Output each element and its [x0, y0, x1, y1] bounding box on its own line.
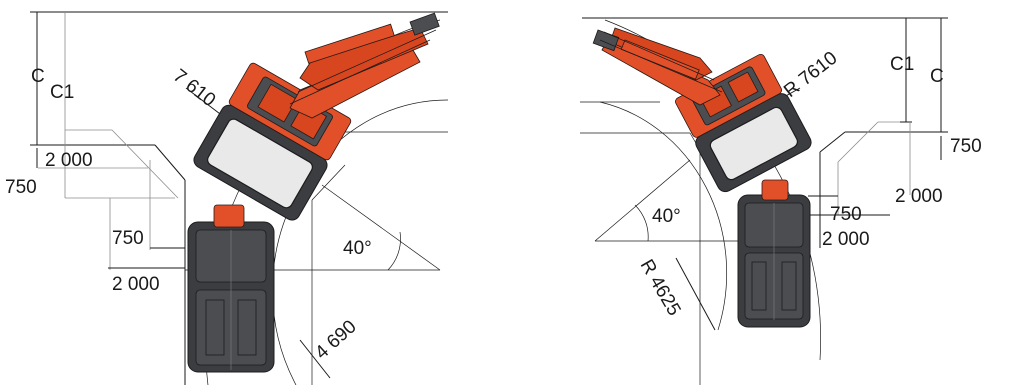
left-label-2000-bottom: 2 000	[112, 274, 160, 295]
left-label-750-mid: 750	[112, 228, 144, 249]
right-label-angle: 40°	[652, 206, 681, 227]
right-angle-arc	[634, 204, 649, 242]
right-label-750-mid: 750	[830, 204, 862, 225]
right-boom	[592, 27, 723, 106]
left-label-c1: C1	[50, 82, 74, 103]
left-boom	[289, 12, 440, 119]
left-front-unit	[193, 62, 352, 221]
right-label-750-right: 750	[950, 136, 982, 157]
left-label-750-left: 750	[5, 177, 37, 198]
right-dim-c	[934, 17, 948, 133]
right-inner-radius-arc	[599, 101, 727, 331]
left-label-angle: 40°	[343, 238, 372, 259]
left-carrier	[187, 204, 275, 373]
left-dim-c	[30, 11, 44, 146]
left-label-outer-radius: 7 610	[169, 65, 219, 111]
left-label-c: C	[31, 66, 45, 87]
left-figure: C C1 2 000 750 750 2 000 7 610 40° 4 690	[5, 11, 449, 385]
right-tunnel-outline	[580, 17, 946, 385]
right-label-outer-radius: R 7610	[780, 48, 841, 102]
right-label-c: C	[930, 66, 944, 87]
left-angle-arc	[387, 231, 401, 271]
right-label-2000-lower: 2 000	[822, 229, 870, 250]
right-label-c1: C1	[890, 54, 914, 75]
right-label-2000-right: 2 000	[895, 186, 943, 207]
left-label-inner-radius: 4 690	[311, 316, 360, 363]
right-carrier	[737, 179, 811, 328]
right-figure: C1 C R 7610 750 2 000 750 2 000 40° R 46…	[580, 17, 982, 385]
right-front-unit	[675, 53, 812, 193]
right-label-inner-radius: R 4625	[636, 256, 685, 320]
left-label-2000-top: 2 000	[45, 150, 93, 171]
